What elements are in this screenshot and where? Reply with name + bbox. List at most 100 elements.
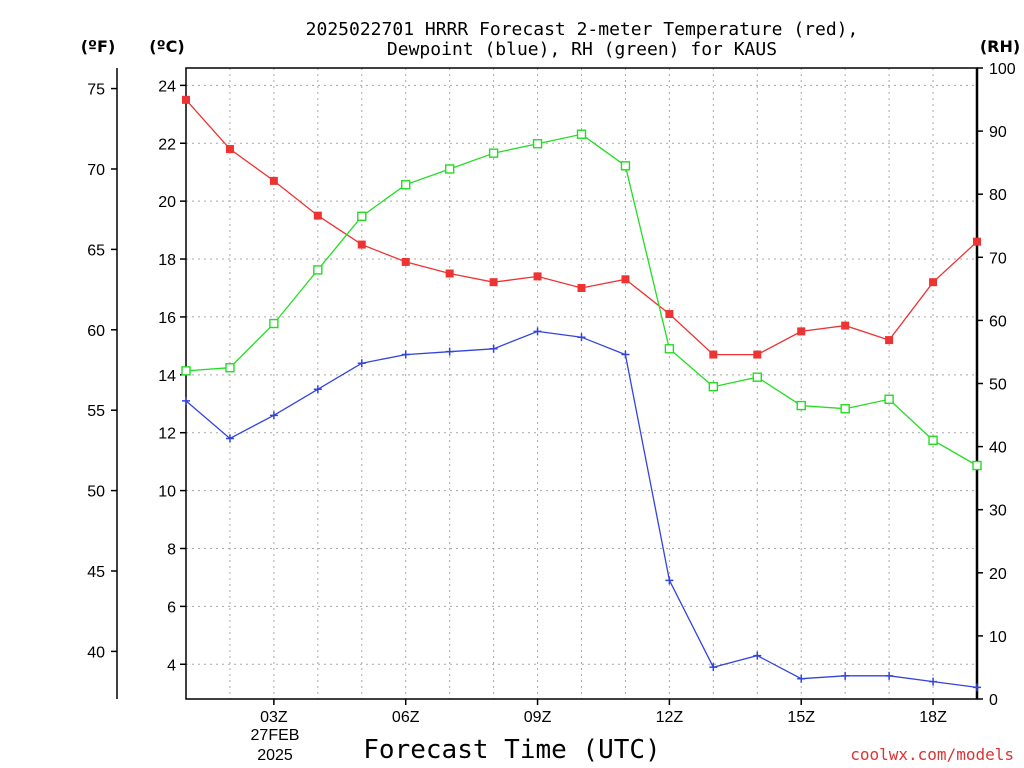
data-series xyxy=(181,95,982,692)
rh-point-10 xyxy=(620,161,631,171)
fahrenheit-tick-label-1: 45 xyxy=(87,564,105,581)
rh-point-8 xyxy=(532,139,543,149)
celsius-unit-label: (ºC) xyxy=(149,37,184,56)
x-tick-label-2: 09Z xyxy=(524,709,552,726)
dewpoint-point-11 xyxy=(665,576,674,585)
rh-point-17 xyxy=(928,435,938,445)
temperature-point-3 xyxy=(313,211,322,220)
credit-link[interactable]: coolwx.com/models xyxy=(850,745,1014,764)
temperature-point-10 xyxy=(621,275,630,284)
fahrenheit-tick-label-0: 40 xyxy=(87,644,105,661)
rh-tick-label-10: 100 xyxy=(989,61,1016,78)
dewpoint-point-10 xyxy=(621,350,630,359)
dewpoint-point-16 xyxy=(885,671,894,680)
fahrenheit-tick-label-5: 65 xyxy=(87,242,105,259)
temperature-point-2 xyxy=(269,176,278,185)
celsius-tick-label-5: 14 xyxy=(158,368,176,385)
celsius-tick-label-0: 4 xyxy=(167,657,176,674)
chart-title-line-2: Dewpoint (blue), RH (green) for KAUS xyxy=(387,39,777,60)
rh-point-14 xyxy=(796,400,806,411)
fahrenheit-tick-label-3: 55 xyxy=(87,403,105,420)
temperature-point-16 xyxy=(885,336,894,345)
temperature-point-18 xyxy=(973,237,981,246)
dewpoint-point-14 xyxy=(797,674,806,683)
rh-tick-label-6: 60 xyxy=(989,313,1007,330)
dewpoint-point-7 xyxy=(489,344,498,353)
dewpoint-point-5 xyxy=(401,350,410,359)
date-label-line-1: 27FEB xyxy=(251,727,300,744)
celsius-tick-label-4: 12 xyxy=(158,426,176,443)
fahrenheit-tick-label-6: 70 xyxy=(87,162,105,179)
rh-point-13 xyxy=(752,372,762,382)
rh-point-5 xyxy=(401,180,411,190)
x-tick-label-0: 03Z xyxy=(260,709,288,726)
rh-point-9 xyxy=(576,129,587,139)
celsius-tick-label-3: 10 xyxy=(158,484,176,501)
temperature-point-5 xyxy=(401,257,410,266)
temperature-point-12 xyxy=(709,350,718,359)
rh-tick-label-1: 10 xyxy=(989,629,1007,646)
rh-tick-label-3: 30 xyxy=(989,503,1007,520)
temperature-point-13 xyxy=(753,350,762,359)
rh-point-1 xyxy=(225,363,235,373)
rh-tick-label-5: 50 xyxy=(989,377,1007,394)
celsius-tick-label-9: 22 xyxy=(158,136,176,153)
fahrenheit-unit-label: (ºF) xyxy=(81,37,116,56)
temperature-point-15 xyxy=(841,321,850,330)
temperature-point-11 xyxy=(665,310,674,319)
fahrenheit-tick-label-2: 50 xyxy=(87,484,105,501)
fahrenheit-tick-label-7: 75 xyxy=(87,82,105,99)
temperature-point-1 xyxy=(225,145,234,154)
rh-point-6 xyxy=(444,164,455,174)
plot-frame xyxy=(185,67,978,700)
chart-title-line-1: 2025022701 HRRR Forecast 2-meter Tempera… xyxy=(306,19,859,40)
rh-point-18 xyxy=(972,460,982,471)
rh-tick-label-7: 70 xyxy=(989,250,1007,267)
grid-lines xyxy=(186,68,977,699)
celsius-tick-label-8: 20 xyxy=(158,194,176,211)
rh-point-16 xyxy=(884,394,894,404)
fahrenheit-tick-label-4: 60 xyxy=(87,323,105,340)
rh-tick-label-9: 90 xyxy=(989,124,1007,141)
x-tick-label-5: 18Z xyxy=(919,709,947,726)
dewpoint-point-17 xyxy=(929,677,938,686)
dewpoint-point-3 xyxy=(313,385,322,394)
temperature-point-17 xyxy=(929,278,938,287)
rh-tick-label-8: 80 xyxy=(989,187,1007,204)
x-tick-label-4: 15Z xyxy=(787,709,815,726)
rh-point-2 xyxy=(269,318,279,329)
dewpoint-point-2 xyxy=(269,411,278,420)
celsius-tick-label-6: 16 xyxy=(158,310,176,327)
rh-point-0 xyxy=(181,366,191,376)
dewpoint-point-4 xyxy=(357,359,366,368)
celsius-tick-label-10: 24 xyxy=(158,78,176,95)
x-axis-title: Forecast Time (UTC) xyxy=(363,735,660,765)
dewpoint-point-0 xyxy=(182,396,190,405)
x-tick-label-1: 06Z xyxy=(392,709,420,726)
dewpoint-point-15 xyxy=(841,671,850,680)
celsius-tick-label-2: 8 xyxy=(167,541,176,558)
dewpoint-point-1 xyxy=(225,434,234,443)
x-tick-label-3: 12Z xyxy=(656,709,684,726)
rh-point-3 xyxy=(313,265,323,275)
celsius-tick-label-1: 6 xyxy=(167,599,176,616)
temperature-point-8 xyxy=(533,272,542,281)
rh-point-7 xyxy=(488,148,499,158)
temperature-point-14 xyxy=(797,327,806,336)
dewpoint-point-9 xyxy=(577,333,586,342)
rh-unit-label: (RH) xyxy=(980,37,1020,56)
temperature-point-7 xyxy=(489,278,498,287)
dewpoint-point-18 xyxy=(973,683,981,692)
rh-tick-label-2: 20 xyxy=(989,566,1007,583)
dewpoint-point-13 xyxy=(753,651,762,660)
date-label-line-2: 2025 xyxy=(257,747,293,764)
rh-tick-label-0: 0 xyxy=(989,692,998,709)
dewpoint-point-6 xyxy=(445,347,454,356)
rh-tick-label-4: 40 xyxy=(989,440,1007,457)
temperature-point-4 xyxy=(357,240,366,249)
temperature-point-6 xyxy=(445,269,454,278)
rh-point-15 xyxy=(840,404,850,414)
temperature-point-0 xyxy=(182,95,190,104)
